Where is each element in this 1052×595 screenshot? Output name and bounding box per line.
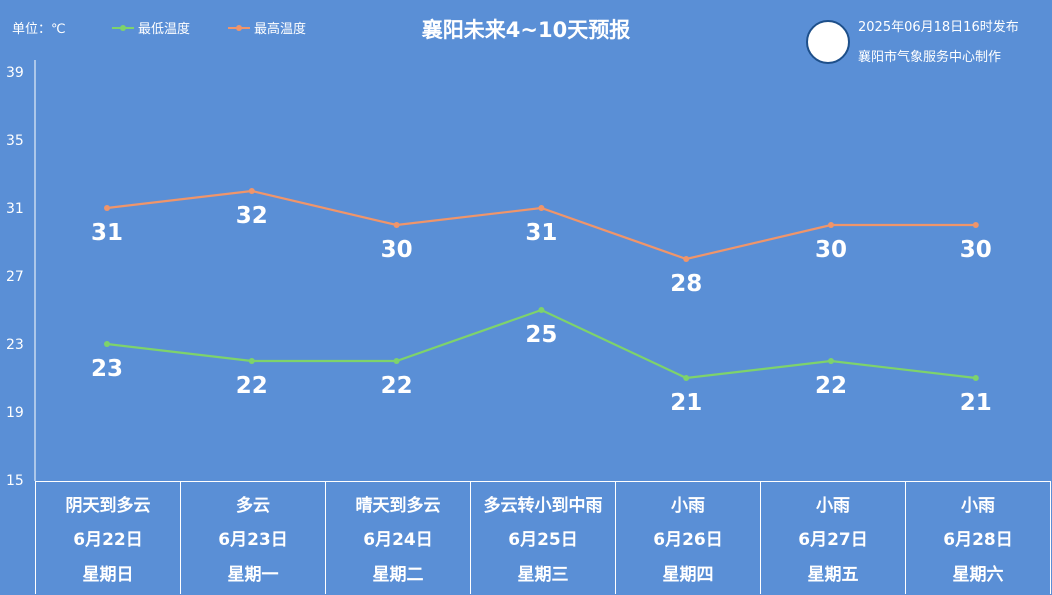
date-label: 6月28日 (943, 530, 1013, 551)
low-temp-point (104, 341, 110, 347)
low-temp-point (683, 375, 690, 381)
y-tick-label: 35 (6, 133, 24, 149)
weekday-label: 星期四 (662, 565, 714, 586)
high-temp-point (972, 222, 979, 228)
weekday-label: 星期五 (807, 565, 859, 586)
weather-label: 多云 (236, 495, 270, 516)
forecast-column: 阴天到多云 6月22日 星期日 (36, 482, 181, 594)
date-label: 6月25日 (508, 530, 578, 551)
y-tick-label: 19 (6, 405, 24, 421)
weekday-label: 星期二 (372, 565, 424, 586)
low-temp-data-label: 21 (670, 390, 702, 416)
low-temp-data-label: 25 (525, 322, 557, 348)
forecast-column: 晴天到多云 6月24日 星期二 (326, 482, 471, 594)
high-temp-data-label: 31 (91, 220, 123, 246)
forecast-column: 小雨 6月26日 星期四 (616, 482, 761, 594)
low-temp-data-label: 22 (381, 373, 413, 399)
low-temp-point (248, 358, 255, 364)
low-temp-data-label: 22 (815, 373, 847, 399)
unit-label: 单位：℃ (12, 22, 66, 37)
low-temp-point (538, 307, 545, 313)
date-label: 6月24日 (363, 530, 433, 551)
legend-low: 最低温度 (112, 18, 190, 37)
y-axis: 15 19 23 27 31 35 39 (6, 60, 36, 489)
low-temp-point (828, 358, 834, 364)
high-temp-data-label: 31 (525, 220, 557, 246)
legend-high-swatch (228, 24, 250, 31)
high-temp-point (828, 222, 834, 228)
weather-label: 小雨 (816, 495, 850, 516)
legend-high: 最高温度 (228, 18, 306, 37)
high-temp-data-label: 30 (381, 237, 413, 263)
y-tick-label: 27 (6, 269, 24, 285)
forecast-column: 小雨 6月27日 星期五 (761, 482, 906, 594)
date-label: 6月26日 (653, 530, 723, 551)
date-label: 6月23日 (218, 530, 288, 551)
weekday-label: 星期三 (517, 565, 569, 586)
high-temp-point (393, 222, 400, 228)
y-tick-label: 15 (6, 473, 24, 489)
weather-label: 阴天到多云 (65, 495, 151, 516)
high-temp-point (538, 205, 545, 211)
weather-label: 小雨 (671, 495, 705, 516)
y-tick-label: 31 (6, 201, 24, 217)
high-temp-data-label: 30 (960, 237, 992, 263)
low-temp-data-label: 21 (960, 390, 992, 416)
forecast-column: 多云转小到中雨 6月25日 星期三 (471, 482, 616, 594)
y-tick-label: 39 (6, 65, 24, 81)
legend-low-swatch (112, 24, 134, 31)
high-temp-data-label: 30 (815, 237, 847, 263)
low-temp-point (972, 375, 979, 381)
weather-label: 小雨 (961, 495, 995, 516)
date-label: 6月22日 (73, 530, 143, 551)
series-layer: 23 22 22 25 21 22 21 31 32 30 31 28 30 30 (91, 188, 992, 416)
low-temp-data-label: 23 (91, 356, 123, 382)
date-label: 6月27日 (798, 530, 868, 551)
forecast-column: 小雨 6月28日 星期六 (906, 482, 1051, 594)
high-temp-point (683, 256, 690, 262)
forecast-column: 多云 6月23日 星期一 (181, 482, 326, 594)
low-temp-data-label: 22 (236, 373, 268, 399)
high-temp-data-label: 32 (236, 203, 268, 229)
low-temp-point (393, 358, 400, 364)
publish-time: 2025年06月18日16时发布 (858, 20, 1019, 35)
weekday-label: 星期六 (952, 565, 1004, 586)
forecast-table: 阴天到多云 6月22日 星期日 多云 6月23日 星期一 晴天到多云 6月24日… (35, 481, 1051, 594)
high-temp-data-label: 28 (670, 271, 702, 297)
high-temp-point (104, 205, 110, 211)
meteorological-center-logo (806, 20, 850, 64)
weather-label: 多云转小到中雨 (483, 495, 603, 516)
legend-high-label: 最高温度 (254, 22, 307, 37)
weekday-label: 星期日 (82, 565, 134, 586)
producer-label: 襄阳市气象服务中心制作 (858, 50, 1002, 65)
high-temp-point (248, 188, 255, 194)
weekday-label: 星期一 (227, 565, 279, 586)
weather-label: 晴天到多云 (355, 495, 441, 516)
chart-title: 襄阳未来4~10天预报 (421, 18, 631, 42)
legend-low-label: 最低温度 (138, 22, 191, 37)
y-tick-label: 23 (6, 337, 24, 353)
